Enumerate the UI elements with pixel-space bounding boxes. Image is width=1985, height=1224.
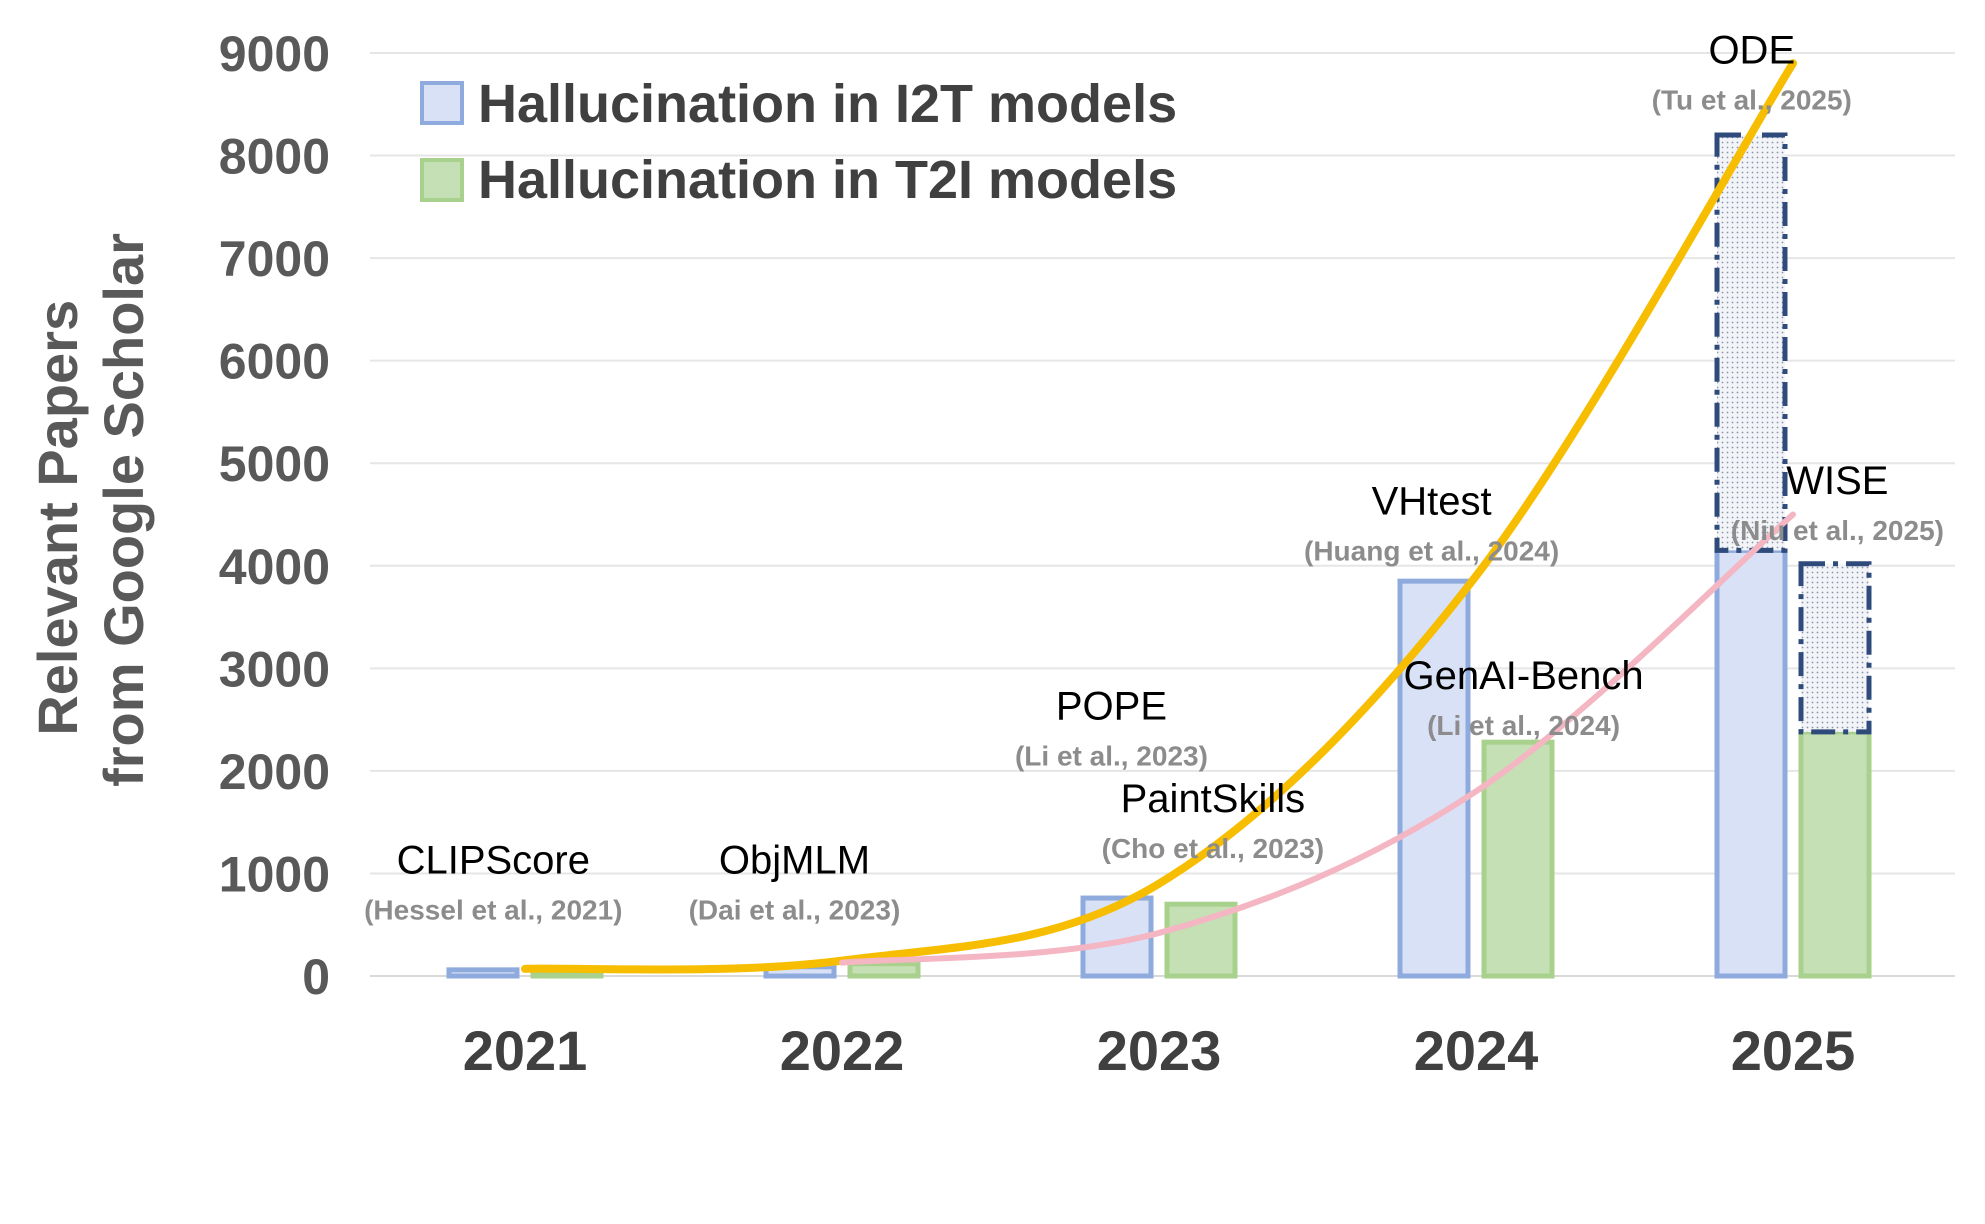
y-tick-7000: 7000 (219, 231, 330, 287)
y-tick-8000: 8000 (219, 129, 330, 185)
bar-t2i-2021 (530, 971, 604, 979)
y-tick-4000: 4000 (219, 539, 330, 595)
bar-t2i-2022 (847, 961, 921, 979)
legend-label-t2i: Hallucination in T2I models (478, 150, 1177, 210)
annotation-name-clipscore: CLIPScore (397, 838, 590, 882)
bars (446, 132, 1872, 979)
bar-i2t-2021 (446, 967, 520, 979)
y-tick-1000: 1000 (219, 846, 330, 902)
bar-projected-t2i-2025 (1798, 561, 1872, 735)
annotation-name-pope: POPE (1056, 685, 1167, 729)
legend: Hallucination in I2T models Hallucinatio… (420, 74, 1177, 210)
annotation-cite-genai-bench: (Li et al., 2024) (1427, 710, 1620, 741)
y-tick-3000: 3000 (219, 641, 330, 697)
annotation-cite-pope: (Li et al., 2023) (1015, 741, 1208, 772)
x-tick-2022: 2022 (780, 1019, 905, 1082)
annotation-name-objmlm: ObjMLM (719, 838, 870, 882)
annotation-cite-vhtest: (Huang et al., 2024) (1304, 536, 1559, 567)
trend-line-i2t (521, 59, 1797, 974)
y-axis-label: Relevant Papers from Google Scholar (26, 233, 155, 787)
annotation-name-ode: ODE (1708, 28, 1795, 72)
x-tick-2021: 2021 (463, 1019, 588, 1082)
annotation-name-paintskills: PaintSkills (1121, 777, 1306, 821)
x-axis-ticks: 2021 2022 2023 2024 2025 (463, 1019, 1856, 1082)
annotation-cite-ode: (Tu et al., 2025) (1652, 84, 1852, 115)
annotation-name-vhtest: VHtest (1372, 480, 1492, 524)
y-tick-5000: 5000 (219, 436, 330, 492)
x-tick-2023: 2023 (1097, 1019, 1222, 1082)
x-tick-2025: 2025 (1731, 1019, 1856, 1082)
y-tick-9000: 9000 (219, 26, 330, 82)
bar-i2t-2024 (1397, 578, 1471, 979)
x-tick-2024: 2024 (1414, 1019, 1539, 1082)
bar-i2t-2025 (1714, 547, 1788, 979)
legend-swatch-i2t (420, 81, 464, 125)
y-axis-ticks: 0 1000 2000 3000 4000 5000 6000 7000 8000 9000 (219, 26, 330, 1005)
annotation-cite-wise: (Niu et al., 2025) (1731, 515, 1944, 546)
y-axis-label-line-1: Relevant Papers (26, 300, 89, 736)
bar-projected-i2t-2025 (1714, 132, 1788, 553)
y-axis-label-line-2: from Google Scholar (92, 233, 155, 787)
legend-swatch-t2i (420, 158, 464, 202)
bar-t2i-2025 (1798, 729, 1872, 979)
trend-lines (521, 59, 1797, 974)
annotation-name-wise: WISE (1786, 459, 1888, 503)
y-tick-2000: 2000 (219, 744, 330, 800)
annotation-cite-clipscore: (Hessel et al., 2021) (364, 894, 622, 925)
y-tick-0: 0 (302, 949, 330, 1005)
y-tick-6000: 6000 (219, 334, 330, 390)
annotations: CLIPScore (Hessel et al., 2021) ObjMLM (Dai… (364, 28, 1944, 925)
legend-label-i2t: Hallucination in I2T models (478, 74, 1177, 134)
trend-line-t2i (839, 511, 1796, 966)
annotation-cite-objmlm: (Dai et al., 2023) (689, 894, 901, 925)
grid-lines (370, 52, 1955, 977)
annotation-name-genai-bench: GenAI-Bench (1403, 654, 1643, 698)
annotation-cite-paintskills: (Cho et al., 2023) (1102, 833, 1325, 864)
